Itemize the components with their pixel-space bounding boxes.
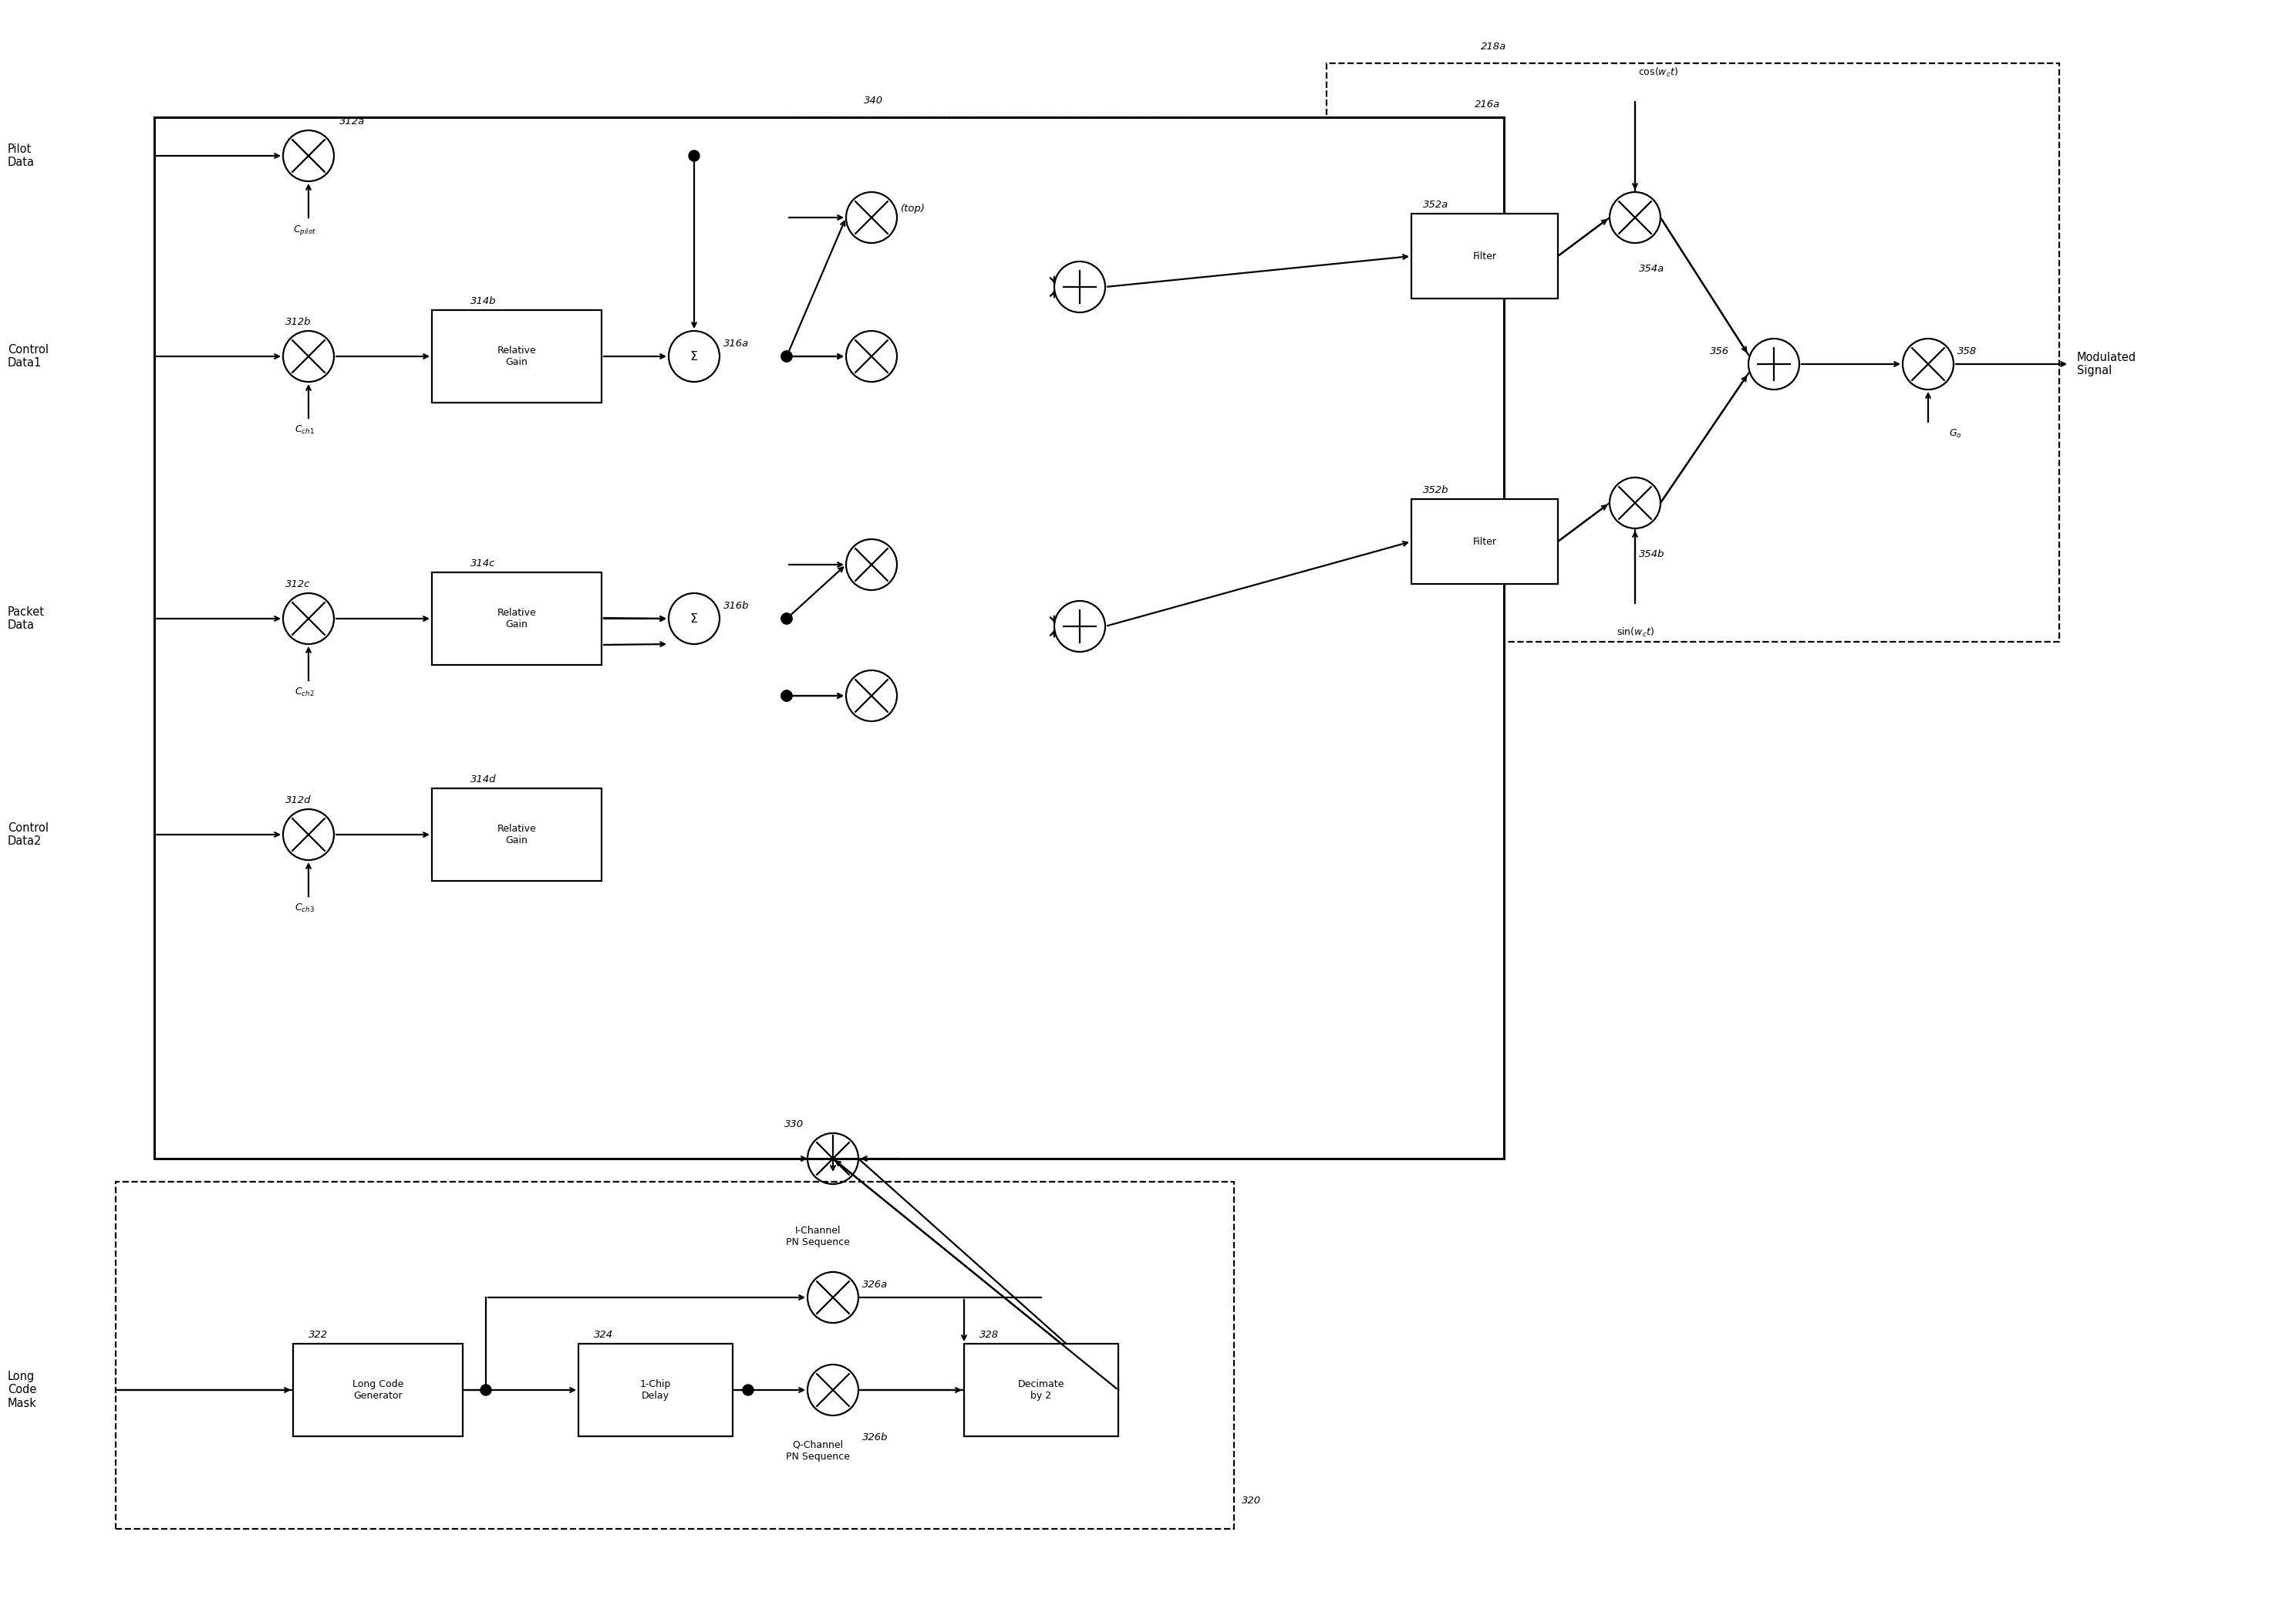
Text: 316b: 316b bbox=[723, 601, 748, 610]
Text: Q-Channel
PN Sequence: Q-Channel PN Sequence bbox=[785, 1441, 850, 1461]
Text: Long Code
Generator: Long Code Generator bbox=[351, 1380, 404, 1400]
Text: 356: 356 bbox=[1711, 347, 1729, 357]
Text: Filter: Filter bbox=[1472, 251, 1497, 262]
Text: Long
Code
Mask: Long Code Mask bbox=[7, 1372, 37, 1408]
FancyBboxPatch shape bbox=[964, 1344, 1118, 1436]
Circle shape bbox=[742, 1384, 753, 1396]
Text: 312d: 312d bbox=[285, 795, 312, 805]
Text: 328: 328 bbox=[980, 1330, 999, 1339]
Text: $\Sigma$: $\Sigma$ bbox=[689, 612, 698, 625]
Text: +: + bbox=[1040, 607, 1049, 618]
Text: 358: 358 bbox=[1958, 347, 1977, 357]
Text: +: + bbox=[1040, 268, 1049, 278]
Text: 314c: 314c bbox=[471, 559, 496, 569]
Circle shape bbox=[781, 613, 792, 625]
Text: +: + bbox=[1040, 634, 1049, 646]
Text: ...: ... bbox=[615, 469, 634, 483]
Text: $\Sigma$: $\Sigma$ bbox=[689, 350, 698, 363]
Text: 326a: 326a bbox=[863, 1280, 889, 1290]
Text: 312c: 312c bbox=[285, 580, 310, 589]
Text: $C_{ch3}$: $C_{ch3}$ bbox=[294, 903, 315, 914]
Text: 326b: 326b bbox=[863, 1433, 889, 1442]
Text: Q-Spreading
Sequence: Q-Spreading Sequence bbox=[957, 885, 1017, 906]
Text: Modulated
Signal: Modulated Signal bbox=[2078, 352, 2138, 376]
Text: $G_o$: $G_o$ bbox=[1949, 429, 1961, 440]
Text: I-Spreading
Sequence~: I-Spreading Sequence~ bbox=[712, 885, 769, 906]
Text: 340: 340 bbox=[863, 96, 884, 106]
Text: 316a: 316a bbox=[723, 339, 748, 349]
Text: 354a: 354a bbox=[1639, 263, 1665, 275]
Text: Pilot
Data: Pilot Data bbox=[7, 143, 34, 169]
Text: 312b: 312b bbox=[285, 316, 312, 328]
Text: Control
Data1: Control Data1 bbox=[7, 344, 48, 369]
Text: $C_s$: $C_s$ bbox=[905, 1129, 916, 1142]
Text: Relative
Gain: Relative Gain bbox=[498, 607, 537, 630]
Text: Packet
Data: Packet Data bbox=[7, 605, 44, 631]
FancyBboxPatch shape bbox=[432, 789, 602, 882]
Text: I-Channel
PN Sequence: I-Channel PN Sequence bbox=[785, 1225, 850, 1248]
Text: 322: 322 bbox=[308, 1330, 328, 1339]
Circle shape bbox=[781, 691, 792, 702]
Text: Relative
Gain: Relative Gain bbox=[498, 824, 537, 845]
Text: -: - bbox=[1042, 294, 1047, 308]
FancyBboxPatch shape bbox=[154, 117, 1504, 1158]
FancyBboxPatch shape bbox=[294, 1344, 464, 1436]
Text: 312a: 312a bbox=[340, 117, 365, 127]
Text: 314b: 314b bbox=[471, 296, 496, 307]
Text: $C_{pilot}$: $C_{pilot}$ bbox=[294, 223, 317, 236]
Text: $\cos(w_c t)$: $\cos(w_c t)$ bbox=[1637, 66, 1678, 79]
Text: 314d: 314d bbox=[471, 774, 496, 784]
Text: 320: 320 bbox=[1242, 1495, 1261, 1506]
FancyBboxPatch shape bbox=[1412, 499, 1559, 585]
Circle shape bbox=[480, 1384, 491, 1396]
Text: 1-Chip
Delay: 1-Chip Delay bbox=[641, 1380, 670, 1400]
FancyBboxPatch shape bbox=[1327, 63, 2060, 642]
FancyBboxPatch shape bbox=[1412, 214, 1559, 299]
Text: $C_{ch1}$: $C_{ch1}$ bbox=[294, 424, 315, 435]
FancyBboxPatch shape bbox=[788, 117, 1187, 874]
Text: Relative
Gain: Relative Gain bbox=[498, 345, 537, 368]
FancyBboxPatch shape bbox=[432, 310, 602, 403]
Text: $C_{ch2}$: $C_{ch2}$ bbox=[294, 686, 315, 699]
Text: ...: ... bbox=[615, 503, 634, 519]
Text: Filter: Filter bbox=[1472, 536, 1497, 546]
Circle shape bbox=[781, 691, 792, 702]
Circle shape bbox=[689, 151, 700, 161]
Text: 216a: 216a bbox=[1474, 100, 1499, 109]
Circle shape bbox=[781, 613, 792, 625]
Text: 352b: 352b bbox=[1424, 485, 1449, 495]
Text: Control
Data2: Control Data2 bbox=[7, 822, 48, 846]
Text: 330: 330 bbox=[785, 1119, 804, 1129]
Text: $\sin(w_c t)$: $\sin(w_c t)$ bbox=[1616, 626, 1653, 639]
Text: 218a: 218a bbox=[1481, 42, 1506, 51]
Circle shape bbox=[781, 352, 792, 361]
Text: 324: 324 bbox=[595, 1330, 613, 1339]
FancyBboxPatch shape bbox=[579, 1344, 732, 1436]
Text: Decimate
by 2: Decimate by 2 bbox=[1017, 1380, 1065, 1400]
Text: (top): (top) bbox=[900, 204, 925, 214]
FancyBboxPatch shape bbox=[432, 572, 602, 665]
Circle shape bbox=[781, 352, 792, 361]
Text: 354b: 354b bbox=[1639, 549, 1665, 559]
FancyBboxPatch shape bbox=[115, 1182, 1233, 1529]
Text: 352a: 352a bbox=[1424, 199, 1449, 210]
